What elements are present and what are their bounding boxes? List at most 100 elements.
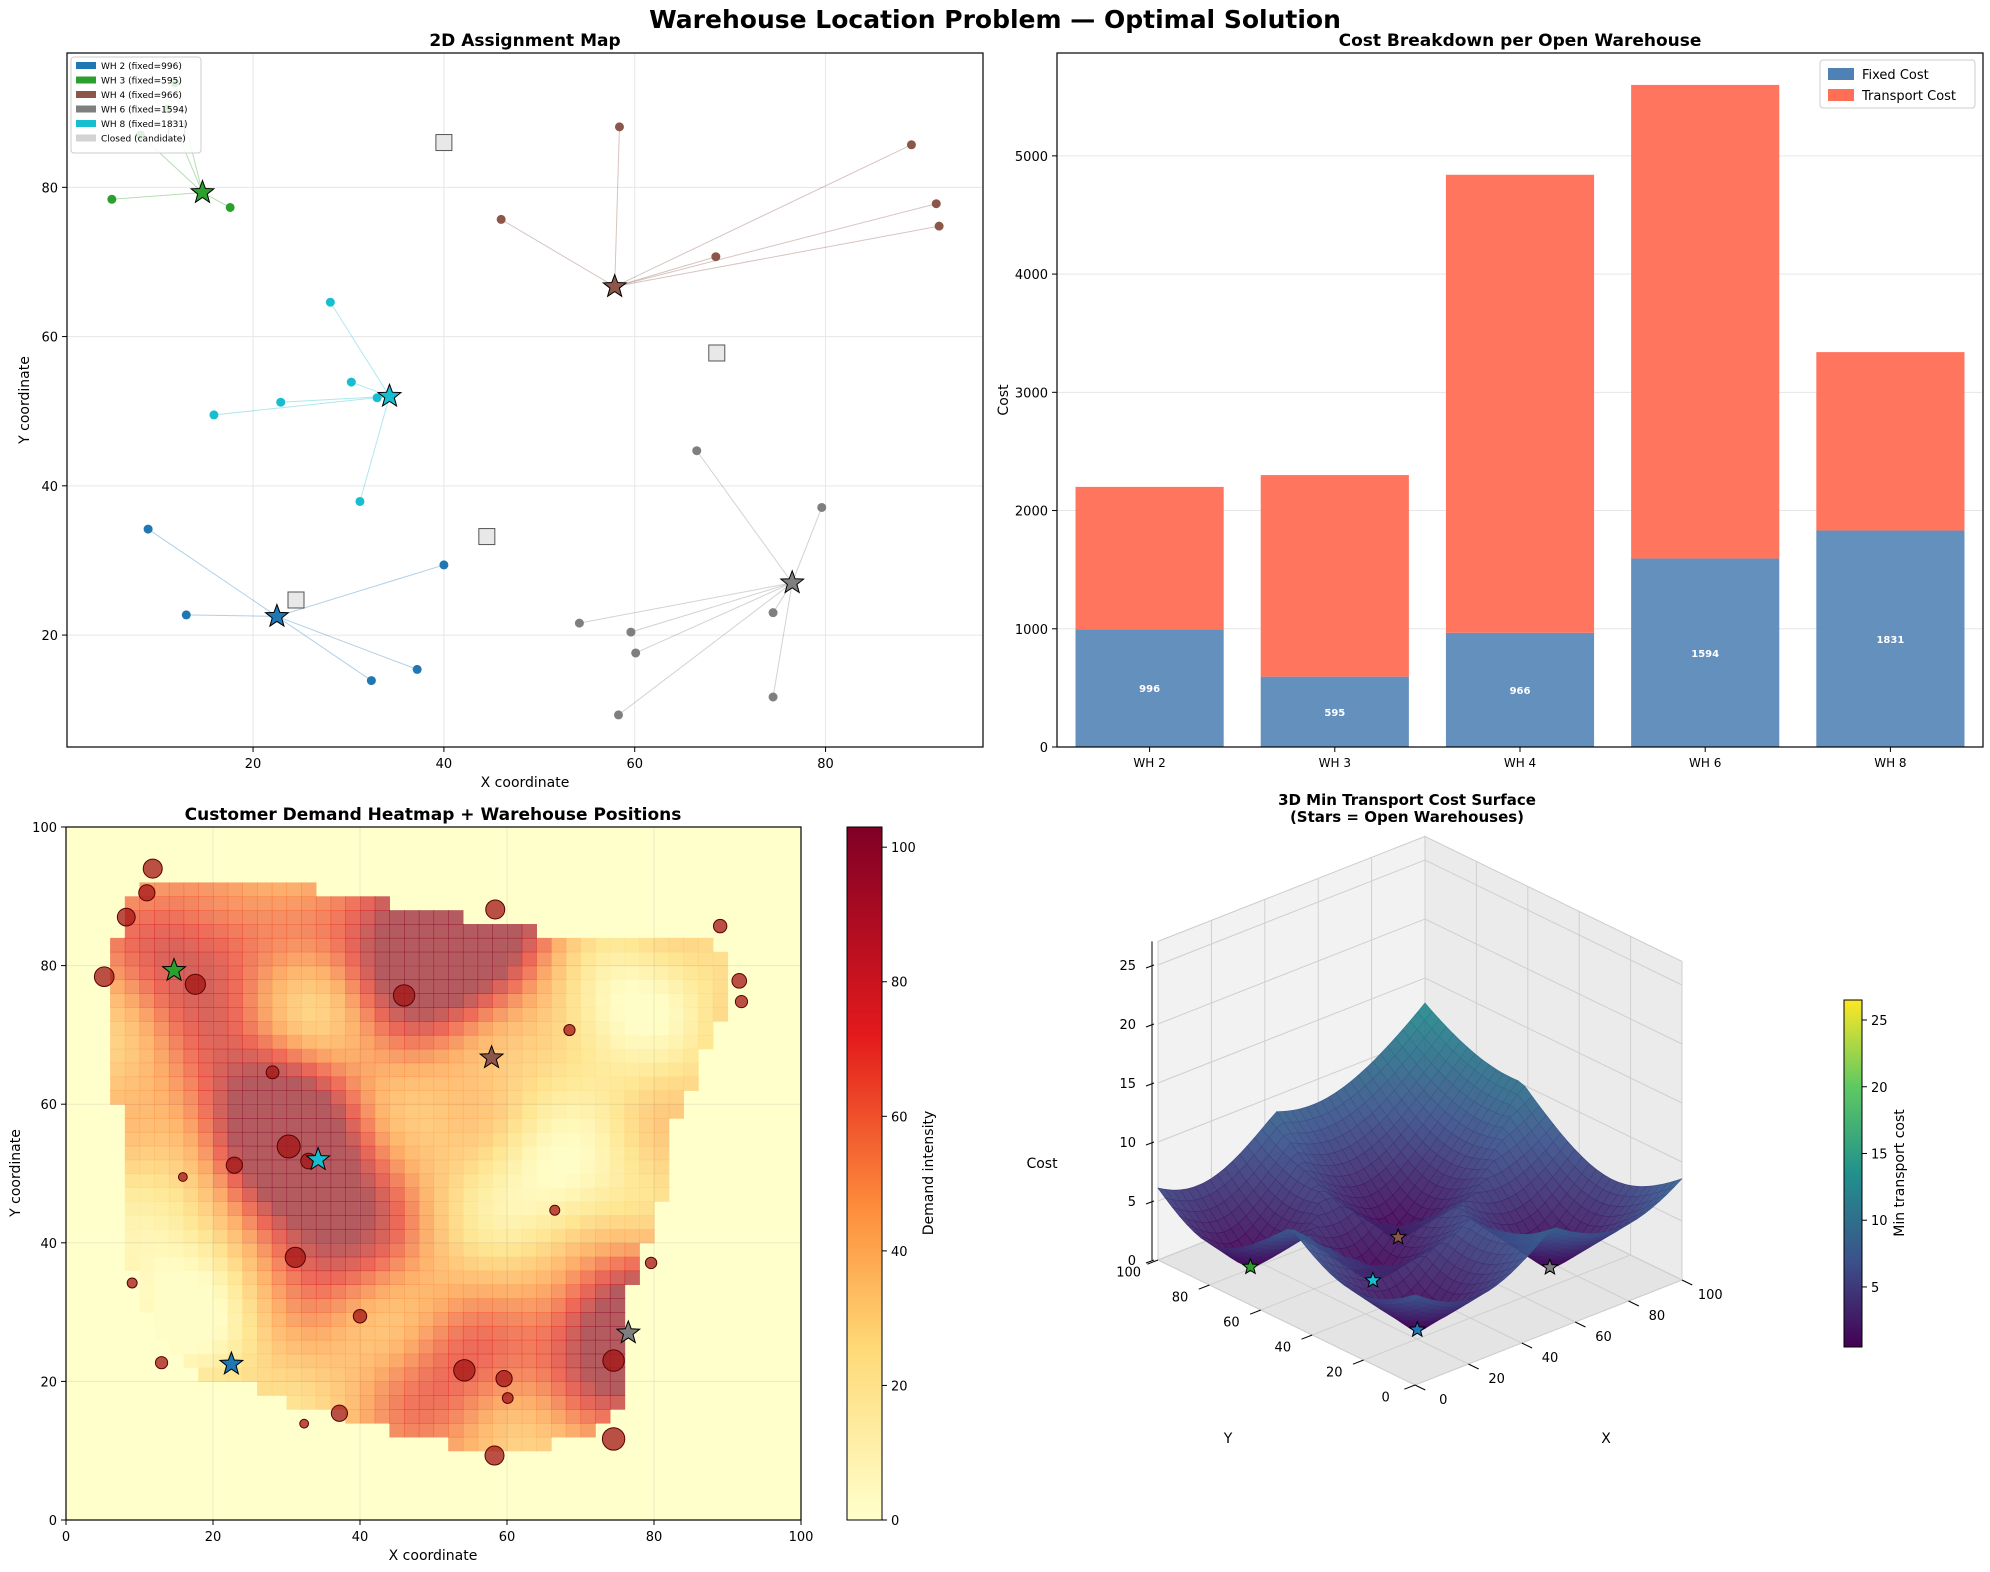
legend-swatch xyxy=(76,134,96,142)
customer-point xyxy=(614,122,624,132)
y-tick-mark xyxy=(1352,1359,1364,1365)
assignment-line xyxy=(630,582,793,633)
demand-colorbar-label: Demand intensity xyxy=(921,1111,937,1236)
customer-point xyxy=(439,560,449,570)
colorbar-tick-label: 80 xyxy=(891,976,908,991)
surface-warehouse-star xyxy=(1364,1271,1382,1289)
x-tick-mark xyxy=(1628,1300,1640,1307)
customer-demand-point xyxy=(93,966,115,987)
legend-swatch xyxy=(76,120,96,127)
customer-point xyxy=(631,648,641,658)
customer-point xyxy=(225,202,235,212)
fixed-cost-data-label: 1594 xyxy=(1691,649,1719,660)
assignment-line xyxy=(359,396,390,502)
customer-demand-point xyxy=(495,1370,513,1388)
assignment-line xyxy=(772,582,793,698)
colorbar-tick-label: 20 xyxy=(891,1379,908,1394)
customer-point xyxy=(366,676,376,686)
customer-demand-point xyxy=(116,907,136,927)
customer-point xyxy=(412,664,422,674)
y-tick-mark xyxy=(1198,1284,1210,1290)
y-tick-mark xyxy=(1301,1334,1313,1340)
z-tick-label: 15 xyxy=(1119,1077,1136,1092)
cost-surface-colorbar-label: Min transport cost xyxy=(1892,1109,1908,1237)
closed-warehouse-marker xyxy=(287,591,305,609)
y-tick-label: 40 xyxy=(1275,1341,1292,1356)
assignment-line xyxy=(280,395,390,403)
x-tick-mark xyxy=(1468,1363,1479,1370)
y-tick-mark xyxy=(1249,1309,1261,1315)
cost-surface-zlabel: Cost xyxy=(1026,1156,1058,1172)
customer-demand-point xyxy=(392,984,416,1007)
customer-point xyxy=(817,502,827,512)
assignment-line xyxy=(213,395,390,416)
grid-line xyxy=(1414,1279,1683,1386)
x-tick-label: 0 xyxy=(62,1530,70,1545)
colorbar-tick-label: 15 xyxy=(1871,1147,1888,1162)
customer-demand-point xyxy=(602,1349,625,1372)
x-tick-mark xyxy=(1681,1279,1693,1286)
z-tick-label: 20 xyxy=(1119,1018,1136,1033)
surface-warehouse-star xyxy=(1241,1257,1260,1275)
colorbar-tick-label: 40 xyxy=(891,1245,908,1260)
y-tick-label: 3000 xyxy=(1015,386,1048,401)
assignment-line xyxy=(614,203,937,288)
customer-point xyxy=(692,446,702,456)
assignment-line xyxy=(791,507,823,584)
demand-heatmap-ylabel: Y coordinate xyxy=(8,1129,24,1218)
customer-point xyxy=(906,140,916,150)
assignment-line xyxy=(500,218,615,288)
x-tick-label: WH 3 xyxy=(1319,756,1351,770)
customer-point xyxy=(143,524,153,534)
customer-demand-point xyxy=(563,1023,576,1037)
y-tick-label: 4000 xyxy=(1015,268,1048,283)
warehouse-star xyxy=(305,1146,331,1171)
fixed-cost-bar xyxy=(1631,558,1780,747)
assignment-map-legend: WH 2 (fixed=996) WH 3 (fixed=595) WH 4 (fi… xyxy=(70,56,202,154)
customer-point xyxy=(614,710,624,720)
open-warehouse-star xyxy=(779,569,805,594)
x-tick-mark xyxy=(1574,1321,1586,1328)
y-tick-label: 20 xyxy=(41,629,58,644)
x-tick-label: 60 xyxy=(626,757,643,772)
legend-swatch xyxy=(76,91,96,98)
closed-warehouse-marker xyxy=(708,344,726,362)
assignment-line xyxy=(147,528,278,617)
customer-point xyxy=(181,610,191,620)
legend-box xyxy=(70,56,202,154)
colorbar-tick-label: 5 xyxy=(1871,1281,1879,1296)
customer-demand-point xyxy=(299,1418,310,1429)
assignment-map-xlabel: X coordinate xyxy=(481,775,570,791)
customer-demand-point xyxy=(484,1445,505,1466)
customer-point xyxy=(346,377,356,387)
legend-swatch xyxy=(1828,89,1854,101)
closed-warehouse-marker xyxy=(435,134,453,152)
colorbar-tick-label: 25 xyxy=(1871,1014,1888,1029)
assignment-line xyxy=(696,450,793,584)
y-tick-label: 0 xyxy=(49,1514,57,1529)
y-tick-label: 2000 xyxy=(1015,505,1048,520)
demand-heatmap-panel: Customer Demand Heatmap + Warehouse Posi… xyxy=(8,805,937,1564)
transport-cost-bar xyxy=(1631,84,1780,559)
customer-demand-point xyxy=(126,1277,138,1289)
demand-heatmap-frame xyxy=(65,826,802,1521)
cost-surface-panel: 3D Min Transport Cost Surface (Stars = O… xyxy=(1026,791,1908,1447)
legend-label: WH 2 (fixed=996) xyxy=(101,62,182,72)
customer-demand-point xyxy=(177,1172,188,1182)
y-tick-label: 40 xyxy=(40,1237,57,1252)
y-tick-label: 60 xyxy=(40,1098,57,1113)
customer-demand-point xyxy=(485,899,506,920)
legend-label: WH 3 (fixed=595) xyxy=(101,77,182,87)
colorbar-tick-label: 60 xyxy=(891,1110,908,1125)
customer-demand-point xyxy=(644,1256,658,1270)
customer-point xyxy=(372,393,382,403)
x-tick-mark xyxy=(1414,1384,1426,1391)
x-tick-label: 20 xyxy=(205,1530,222,1545)
demand-heatmap-title: Customer Demand Heatmap + Warehouse Posi… xyxy=(185,805,682,825)
customer-demand-point xyxy=(138,884,156,902)
x-tick-label: 100 xyxy=(1698,1288,1723,1303)
legend-label: Fixed Cost xyxy=(1862,68,1929,83)
assignment-map-title: 2D Assignment Map xyxy=(429,31,620,51)
customer-demand-point xyxy=(601,1427,626,1451)
assignment-line xyxy=(186,614,277,617)
